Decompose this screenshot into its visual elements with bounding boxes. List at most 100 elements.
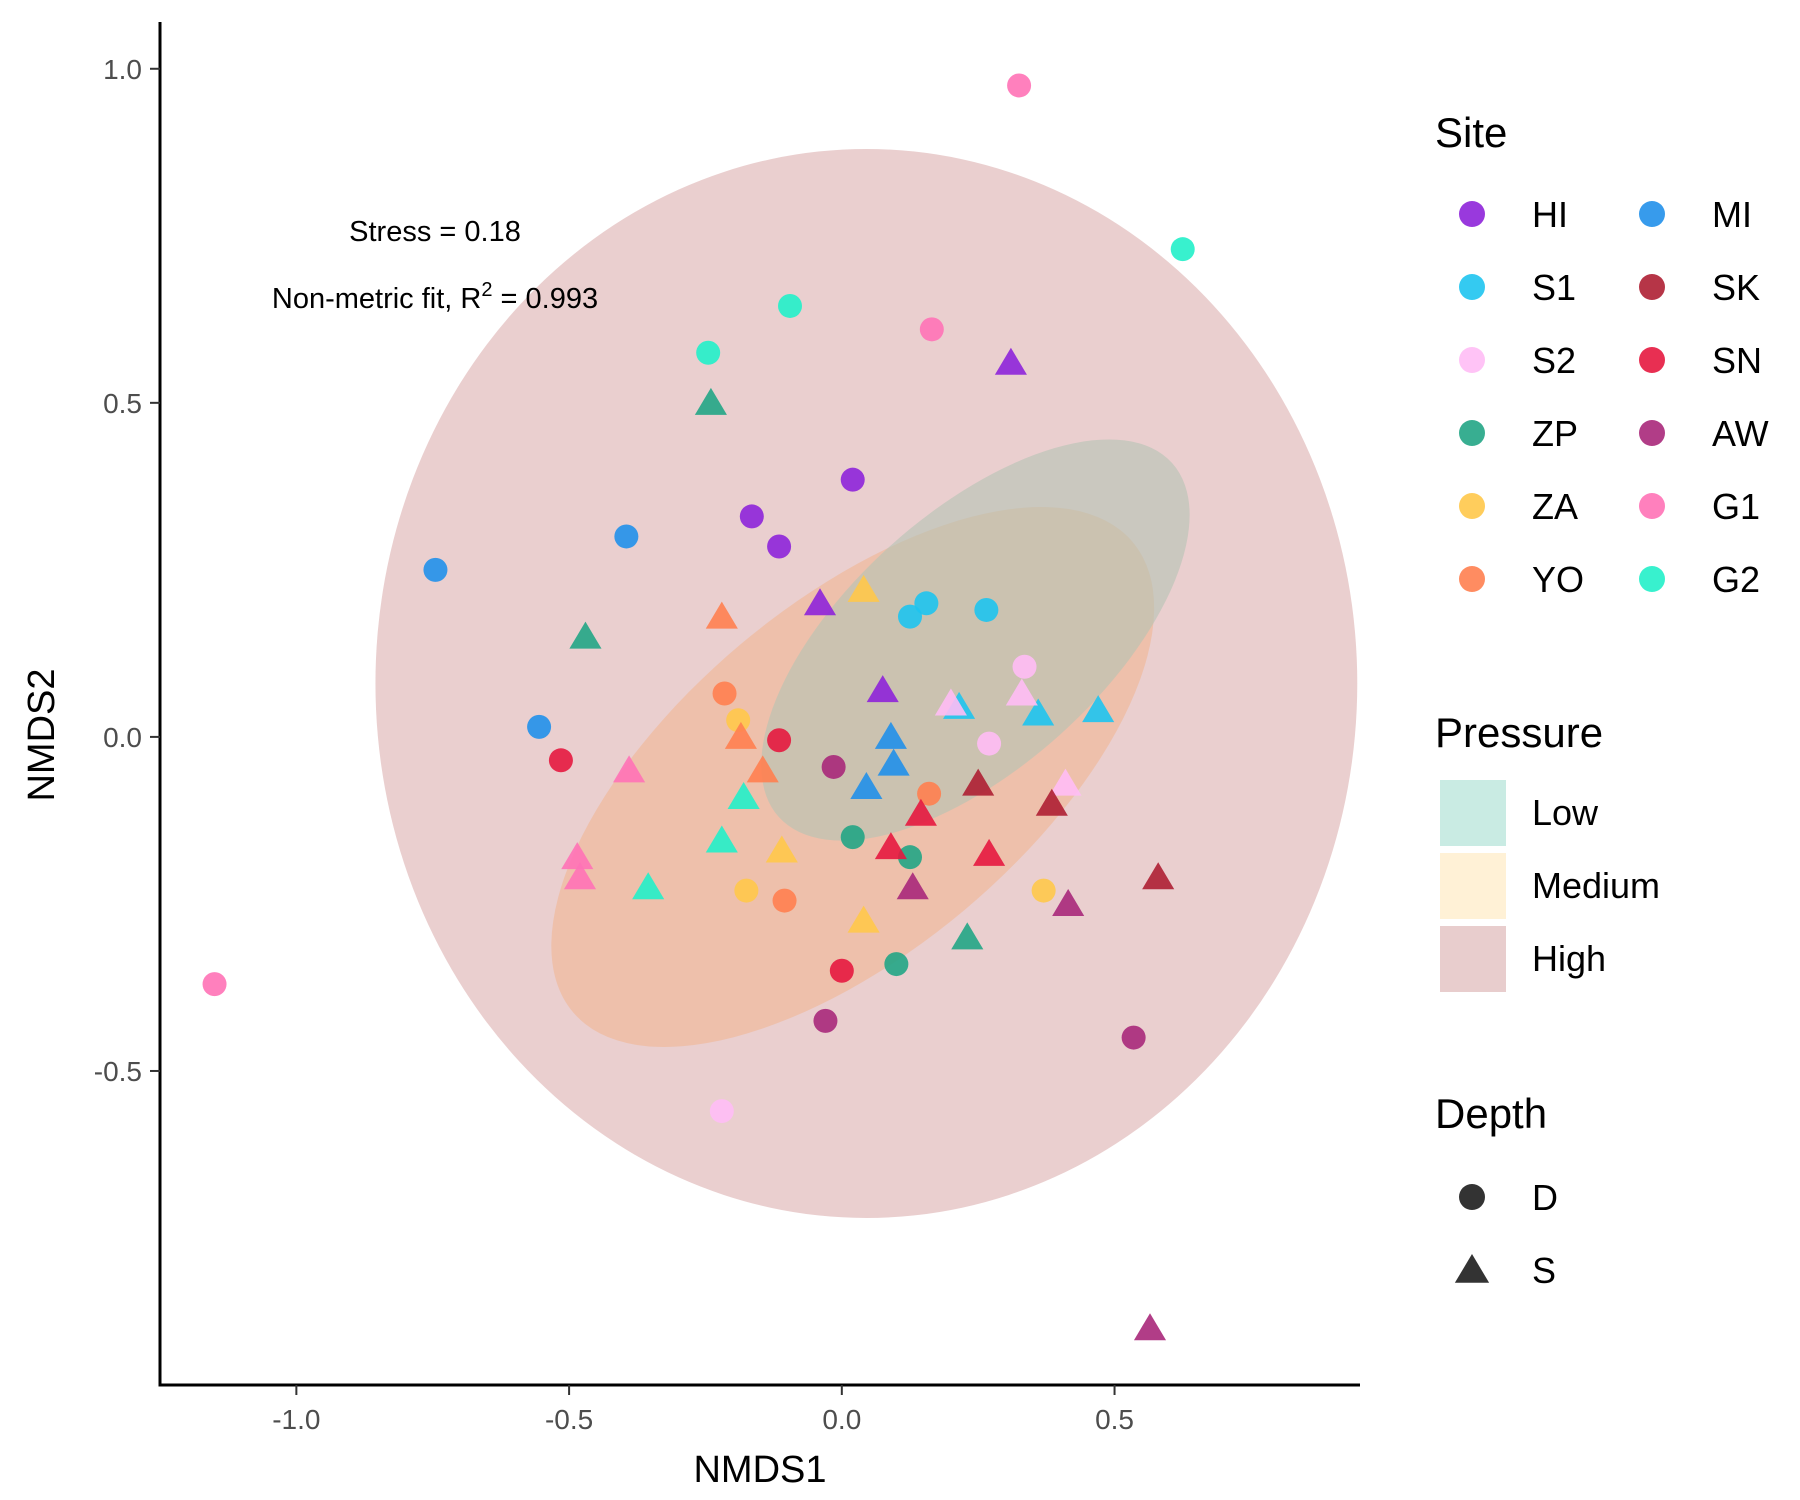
y-axis-title: NMDS2 [21,668,63,801]
pressure-legend: Low Medium High [1440,780,1660,992]
point-sk-s [962,768,995,796]
legend-site-label-hi: HI [1532,194,1568,235]
legend-depth-label-d: D [1532,1177,1558,1218]
fit-annotation: Non-metric fit, R2 = 0.993 [272,279,598,315]
point-s1-s [1022,698,1055,726]
point-mi-d [527,714,552,739]
point-zp-d [884,952,909,977]
point-aw-s [1133,1313,1167,1341]
point-g2-s [705,825,738,853]
point-s2-d [709,1099,734,1124]
site-legend: HI S1 S2 ZP ZA YO MI SK SN AW G1 G2 [1459,194,1769,600]
point-mi-s [874,721,907,749]
point-g1-d [919,317,944,342]
point-yo-d [712,681,737,706]
legend-site-swatch-sk [1639,274,1665,300]
legend-site-label-za: ZA [1532,486,1578,527]
fit-suffix: = 0.993 [492,283,598,315]
point-aw-s [896,872,929,900]
x-tick-label: -0.5 [545,1404,593,1435]
legend-site-swatch-mi [1639,201,1665,227]
point-hi-s [994,347,1027,375]
x-ticks: -1.0 -0.5 0.0 0.5 [272,1385,1134,1435]
point-mi-d [423,557,448,582]
point-za-d [734,878,759,903]
legend-site-swatch-zp [1459,420,1485,446]
point-sn-s [973,838,1006,866]
point-sn-d [767,728,792,753]
point-zp-d [840,825,865,850]
point-s2-s [934,688,967,716]
legend-pressure-swatch-high [1440,926,1506,992]
point-yo-d [917,781,942,806]
y-ticks: -0.5 0.0 0.5 1.0 [94,54,160,1087]
point-zp-s [951,922,984,950]
legend-site-label-mi: MI [1712,194,1752,235]
point-g1-s [561,842,594,870]
point-g1-d [202,972,227,997]
point-zp-s [694,387,727,415]
point-s1-s [1082,695,1115,723]
legend-site-swatch-s1 [1459,274,1485,300]
x-tick-label: -1.0 [272,1404,320,1435]
legend-site-label-sk: SK [1712,267,1760,308]
point-za-d [726,708,751,733]
point-sn-d [829,958,854,983]
legend-site-label-s1: S1 [1532,267,1576,308]
x-tick-label: 0.5 [1095,1404,1134,1435]
point-s2-s [1049,768,1082,796]
legend-site-label-g1: G1 [1712,486,1760,527]
point-hi-d [739,504,764,529]
legend-site-label-s2: S2 [1532,340,1576,381]
point-sn-s [904,798,937,826]
fit-prefix: Non-metric fit, R [272,283,481,315]
point-za-d [1031,878,1056,903]
x-axis-title: NMDS1 [693,1449,826,1491]
legend-site-swatch-hi [1459,201,1485,227]
scatter-points [202,73,1195,1341]
point-g1-s [563,862,597,890]
point-yo-s [705,601,738,629]
point-hi-s [803,588,837,616]
point-sn-s [874,832,907,860]
point-s1-d [974,597,999,622]
point-g2-d [778,293,802,318]
ellipse-low [761,439,1190,841]
point-zp-s [569,621,602,649]
legend-pressure-label-low: Low [1532,792,1599,833]
point-s2-d [977,731,1002,756]
legend-title-site: Site [1435,109,1507,156]
legend: Site HI S1 S2 ZP ZA YO MI SK SN AW G1 G2 Pressure L… [1435,109,1769,1291]
point-s1-d [914,591,939,616]
legend-site-label-sn: SN [1712,340,1762,381]
point-mi-d [614,524,639,549]
legend-site-label-g2: G2 [1712,559,1760,600]
point-yo-s [724,721,757,749]
legend-site-swatch-g1 [1639,493,1665,519]
legend-site-swatch-aw [1639,420,1665,446]
point-sk-s [1035,788,1068,816]
legend-depth-circle-icon [1459,1184,1485,1210]
point-yo-d [772,888,797,913]
y-tick-label: 1.0 [103,54,142,85]
legend-pressure-label-medium: Medium [1532,865,1660,906]
y-tick-label: 0.0 [103,722,142,753]
x-tick-label: 0.0 [822,1404,861,1435]
legend-pressure-label-high: High [1532,938,1606,979]
y-tick-label: -0.5 [94,1056,142,1087]
stress-annotation: Stress = 0.18 [349,216,521,248]
point-sn-d [548,748,573,773]
legend-site-label-yo: YO [1532,559,1584,600]
point-za-s [765,835,798,863]
point-g1-d [1007,73,1032,98]
point-s2-s [1005,678,1038,706]
legend-site-swatch-s2 [1459,347,1485,373]
point-aw-s [1052,888,1085,916]
point-g2-s [727,782,760,810]
legend-site-label-aw: AW [1712,413,1769,454]
point-mi-s [850,772,883,800]
depth-legend: DS [1454,1177,1558,1291]
point-g2-d [1170,237,1195,262]
legend-title-pressure: Pressure [1435,709,1603,756]
